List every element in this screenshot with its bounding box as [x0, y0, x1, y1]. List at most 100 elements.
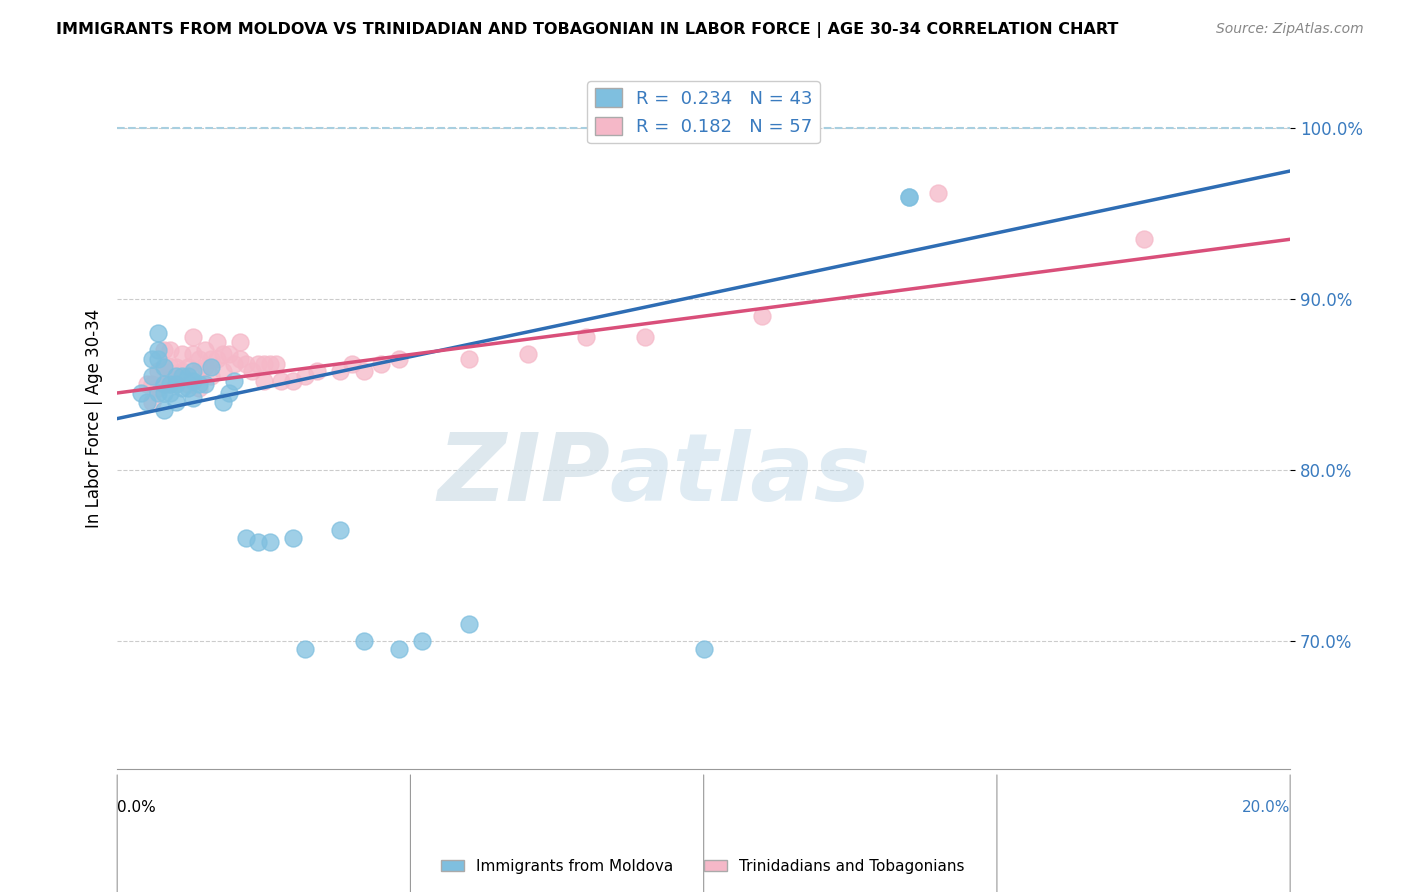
Point — [458, 616, 481, 631]
Point — [516, 347, 538, 361]
Point — [165, 394, 187, 409]
Point — [388, 351, 411, 366]
Point — [141, 368, 163, 383]
Point — [159, 343, 181, 358]
Point — [211, 394, 233, 409]
Point — [329, 523, 352, 537]
Point — [200, 360, 222, 375]
Legend: Immigrants from Moldova, Trinidadians and Tobagonians: Immigrants from Moldova, Trinidadians an… — [434, 853, 972, 880]
Point — [176, 360, 198, 375]
Point — [194, 343, 217, 358]
Point — [329, 364, 352, 378]
Point — [183, 374, 205, 388]
Point — [294, 368, 316, 383]
Point — [211, 347, 233, 361]
Point — [165, 360, 187, 375]
Text: 20.0%: 20.0% — [1241, 800, 1291, 815]
Point — [188, 381, 211, 395]
Point — [240, 364, 263, 378]
Point — [353, 364, 375, 378]
Point — [148, 381, 170, 395]
Point — [170, 364, 193, 378]
Point — [411, 633, 433, 648]
Point — [159, 377, 181, 392]
Point — [183, 364, 205, 378]
Point — [205, 334, 228, 349]
Point — [170, 381, 193, 395]
Point — [224, 374, 246, 388]
Point — [153, 360, 176, 375]
Point — [188, 351, 211, 366]
Point — [200, 351, 222, 366]
Point — [927, 186, 949, 201]
Point — [153, 343, 176, 358]
Point — [153, 403, 176, 417]
Point — [264, 357, 287, 371]
Point — [188, 364, 211, 378]
Text: Source: ZipAtlas.com: Source: ZipAtlas.com — [1216, 22, 1364, 37]
Point — [135, 377, 157, 392]
Point — [897, 189, 920, 203]
Point — [575, 329, 598, 343]
Point — [281, 374, 304, 388]
Point — [229, 334, 252, 349]
Point — [246, 534, 269, 549]
Point — [165, 377, 187, 392]
Point — [253, 374, 276, 388]
Point — [224, 357, 246, 371]
Point — [634, 329, 657, 343]
Point — [141, 377, 163, 392]
Point — [353, 633, 375, 648]
Point — [165, 377, 187, 392]
Point — [751, 309, 773, 323]
Point — [188, 377, 211, 392]
Point — [153, 360, 176, 375]
Point — [165, 368, 187, 383]
Point — [259, 357, 281, 371]
Point — [141, 351, 163, 366]
Point — [229, 351, 252, 366]
Point — [159, 360, 181, 375]
Text: 0.0%: 0.0% — [117, 800, 156, 815]
Point — [259, 534, 281, 549]
Point — [148, 364, 170, 378]
Point — [135, 394, 157, 409]
Point — [176, 368, 198, 383]
Point — [159, 386, 181, 401]
Point — [458, 351, 481, 366]
Point — [211, 364, 233, 378]
Point — [218, 347, 240, 361]
Point — [370, 357, 392, 371]
Point — [281, 531, 304, 545]
Point — [246, 357, 269, 371]
Point — [159, 377, 181, 392]
Point — [153, 386, 176, 401]
Point — [141, 394, 163, 409]
Point — [253, 357, 276, 371]
Point — [205, 351, 228, 366]
Point — [340, 357, 363, 371]
Point — [218, 386, 240, 401]
Point — [235, 357, 257, 371]
Point — [1132, 232, 1154, 246]
Point — [148, 386, 170, 401]
Point — [294, 642, 316, 657]
Point — [148, 343, 170, 358]
Y-axis label: In Labor Force | Age 30-34: In Labor Force | Age 30-34 — [86, 309, 103, 528]
Point — [153, 377, 176, 392]
Point — [148, 326, 170, 341]
Point — [388, 642, 411, 657]
Text: ZIP: ZIP — [437, 428, 610, 521]
Point — [897, 189, 920, 203]
Point — [183, 347, 205, 361]
Point — [270, 374, 292, 388]
Point — [129, 386, 152, 401]
Point — [194, 377, 217, 392]
Legend: R =  0.234   N = 43, R =  0.182   N = 57: R = 0.234 N = 43, R = 0.182 N = 57 — [588, 81, 820, 144]
Point — [692, 642, 714, 657]
Point — [176, 377, 198, 392]
Point — [235, 531, 257, 545]
Point — [183, 391, 205, 405]
Text: IMMIGRANTS FROM MOLDOVA VS TRINIDADIAN AND TOBAGONIAN IN LABOR FORCE | AGE 30-34: IMMIGRANTS FROM MOLDOVA VS TRINIDADIAN A… — [56, 22, 1119, 38]
Text: atlas: atlas — [610, 428, 872, 521]
